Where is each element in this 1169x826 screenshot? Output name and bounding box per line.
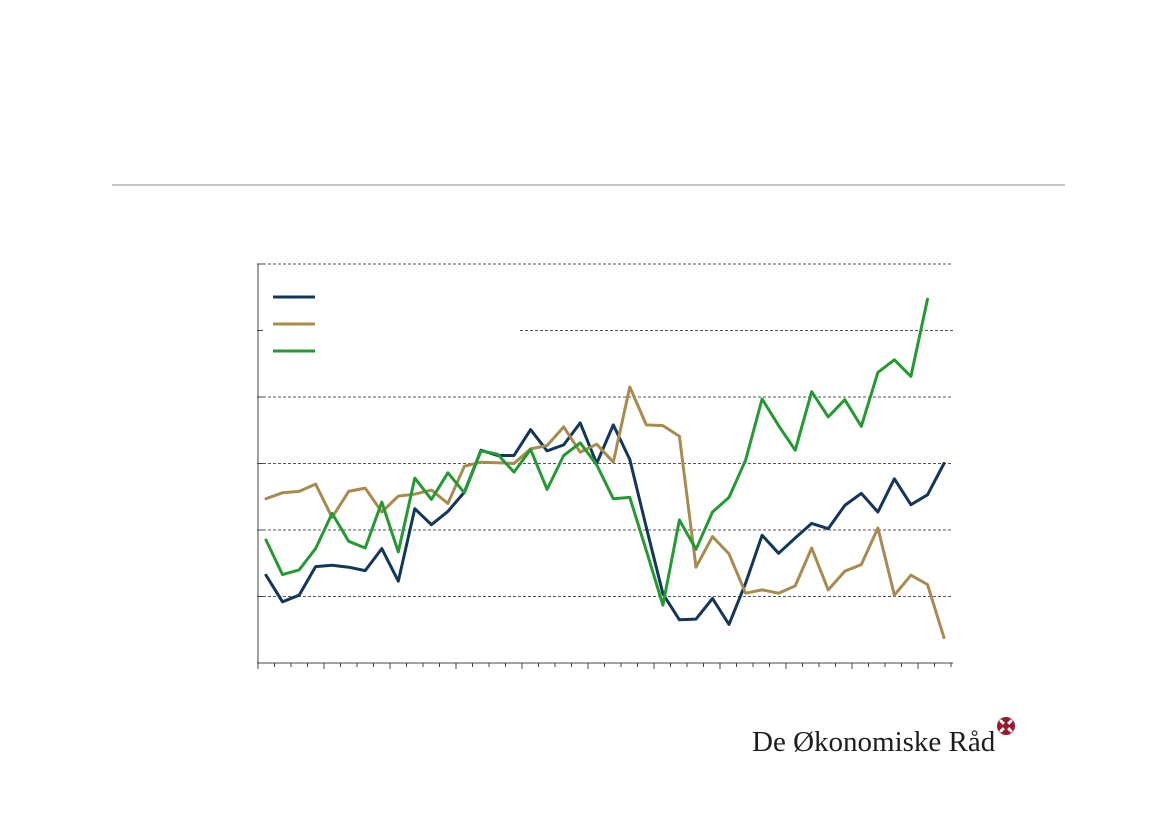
series-line-3	[264, 297, 929, 607]
series-line-1	[264, 421, 946, 626]
series-line-2	[264, 385, 946, 640]
brand-name: De Økonomiske Råd	[752, 726, 996, 758]
chart-axes	[257, 263, 953, 669]
chart-series-group	[264, 297, 946, 640]
brand-logo: De Økonomiske Råd	[752, 716, 1016, 759]
header-divider	[112, 184, 1065, 186]
chart-gridlines	[258, 263, 953, 597]
chart-legend	[273, 295, 315, 353]
council-seal-icon	[997, 717, 1016, 735]
